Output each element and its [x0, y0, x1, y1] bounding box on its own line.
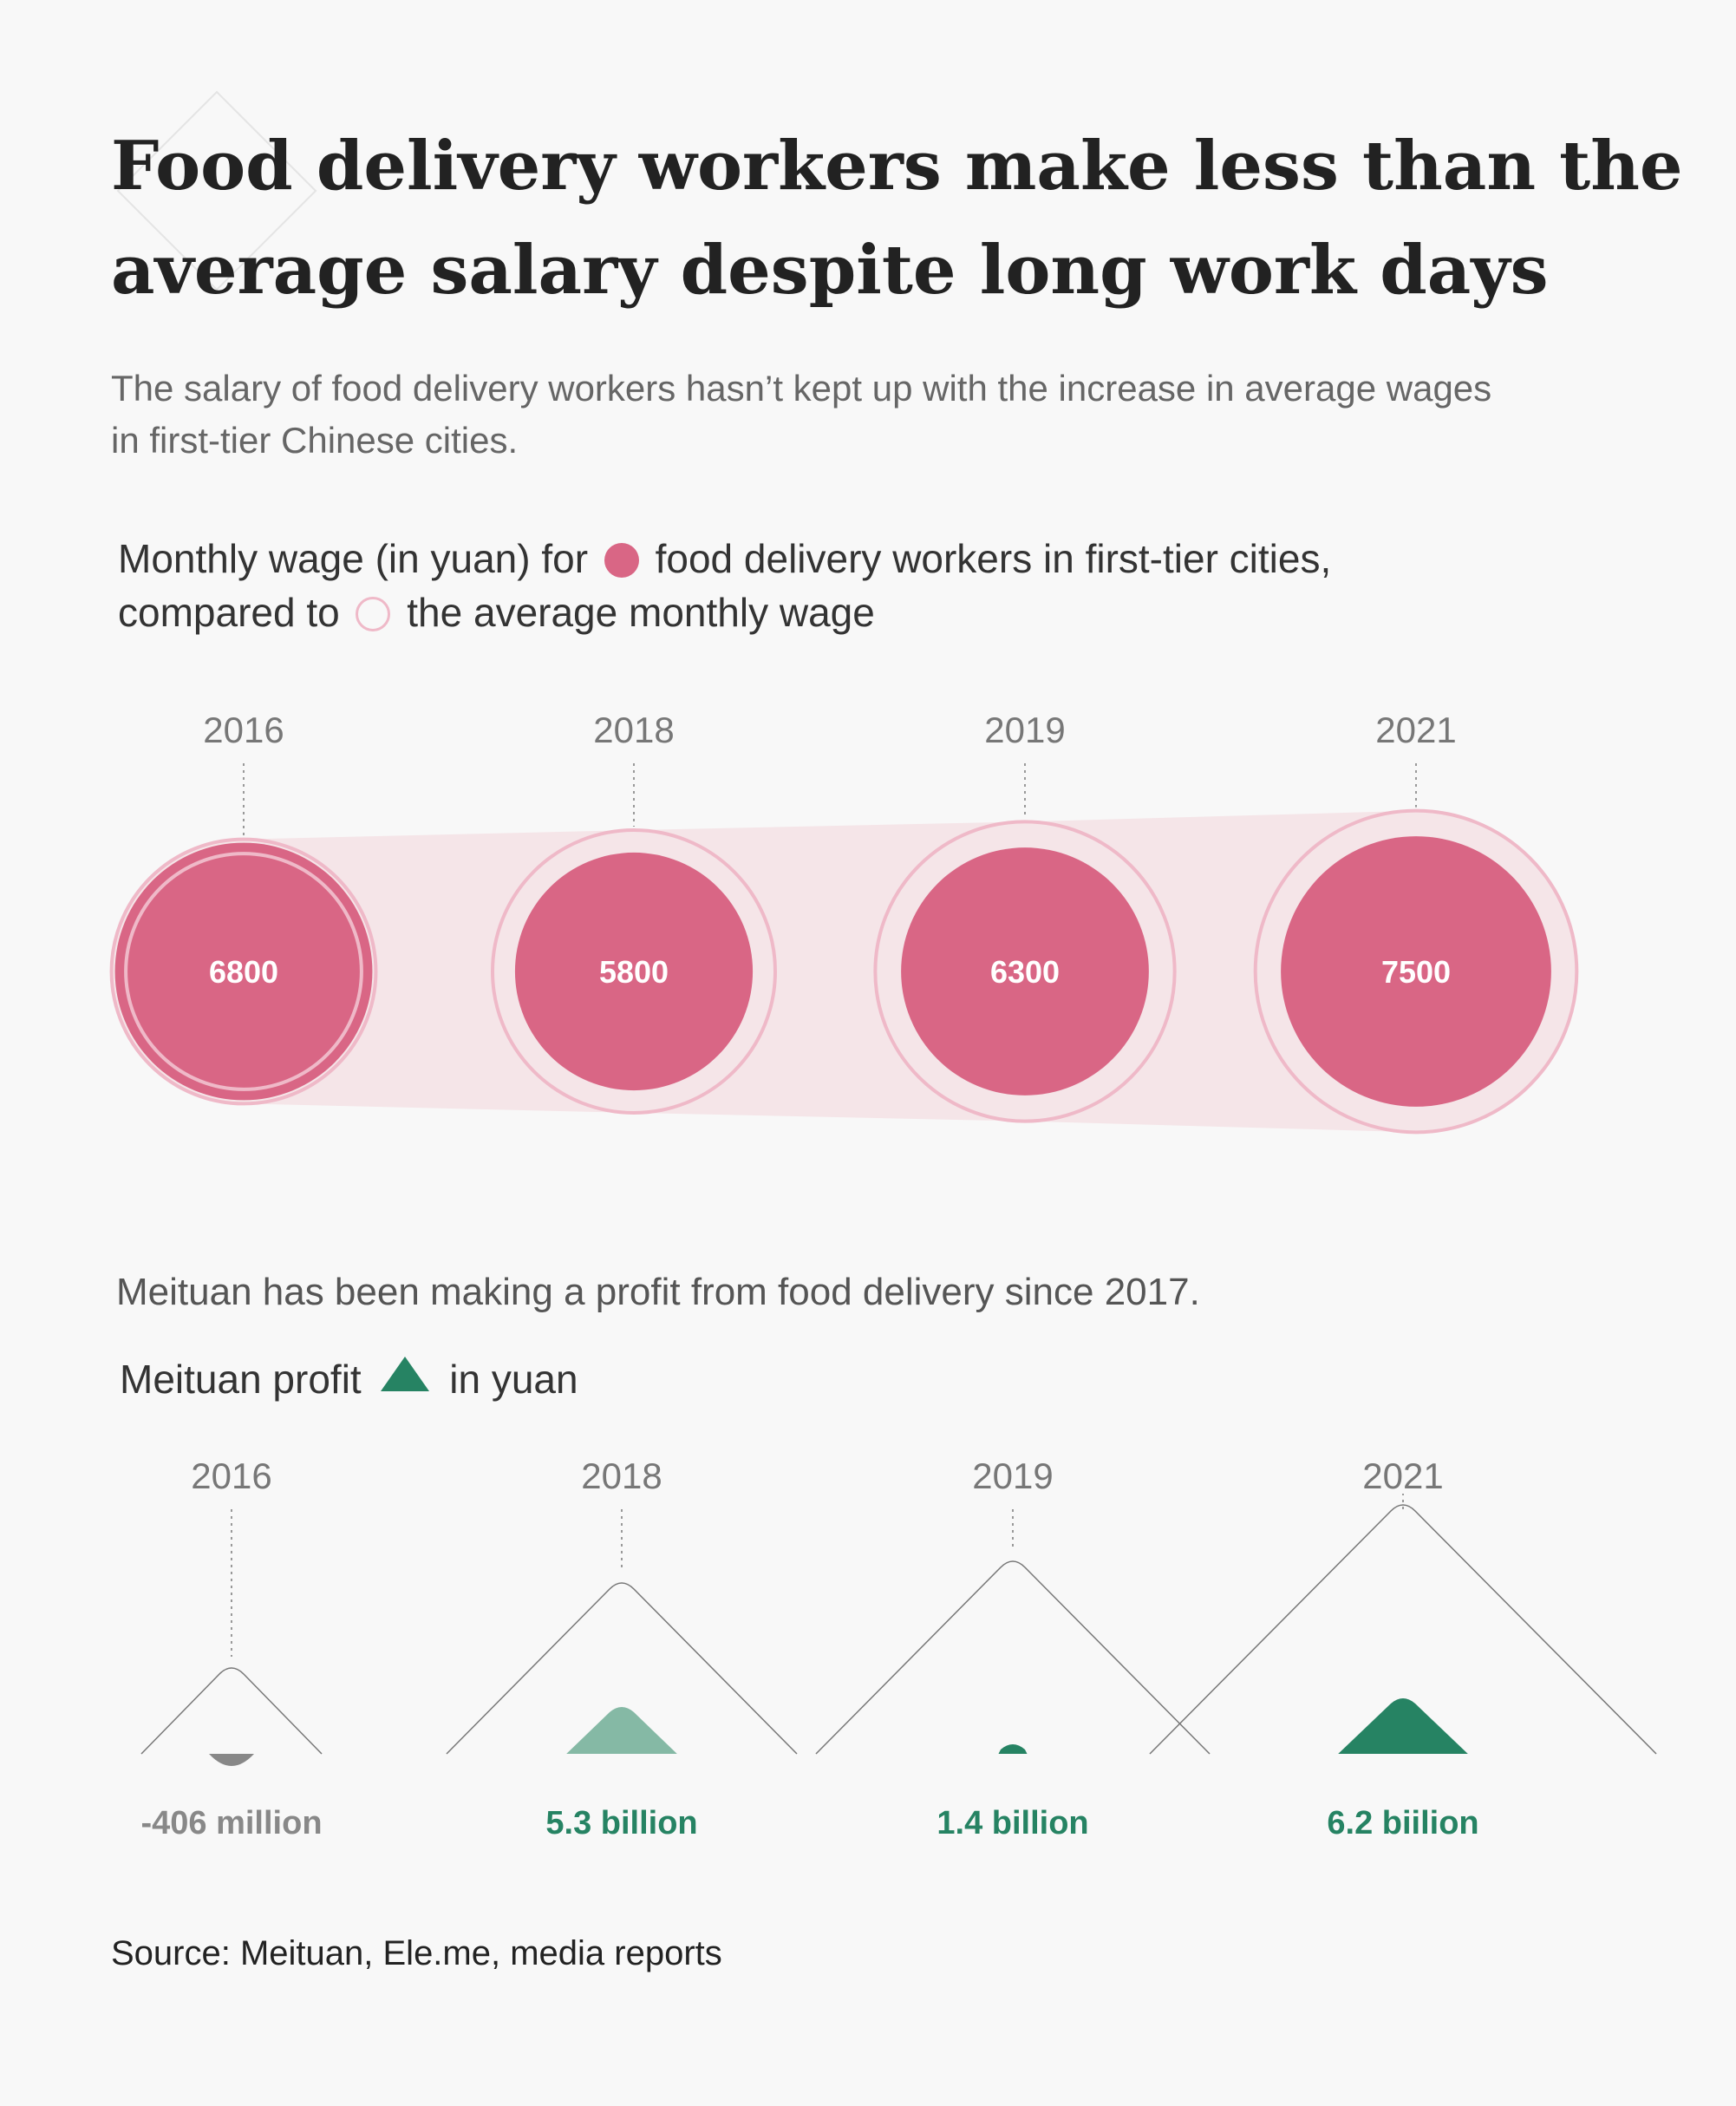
chart-subtitle: The salary of food delivery workers hasn…	[111, 368, 1492, 461]
year-label-2016: 2016	[203, 710, 284, 750]
wage-legend-line2: compared to the average monthly wage	[118, 586, 875, 638]
profit-value-label-2018: 5.3 billion	[545, 1805, 697, 1841]
chart-title: Food delivery workers make less than the…	[111, 127, 1683, 310]
profit-chart: 2016 -406 million 2018 5.3 billion 2019 1.4 b…	[140, 1455, 1657, 1841]
profit-legend-text-2: in yuan	[449, 1357, 578, 1402]
profit-year-label-2016: 2016	[191, 1455, 271, 1496]
profit-value-label-2019: 1.4 billion	[937, 1805, 1088, 1841]
legend-text-1: Monthly wage (in yuan) for	[118, 536, 589, 581]
profit-context-triangle-2019	[815, 1560, 1211, 1755]
comparison-band	[244, 810, 1416, 1133]
profit-value-label-2016: -406 million	[140, 1805, 322, 1841]
source-note: Source: Meituan, Ele.me, media reports	[111, 1934, 722, 1972]
wage-legend: Monthly wage (in yuan) for food delivery…	[118, 533, 1331, 585]
profit-mark-2018	[566, 1707, 677, 1754]
profit-mark-2021	[1338, 1698, 1468, 1754]
delivery-wage-circle-2018	[514, 852, 754, 1091]
profit-year-label-2019: 2019	[972, 1455, 1053, 1496]
profit-context-triangle-2018	[446, 1582, 798, 1755]
profit-legend-text-1: Meituan profit	[120, 1357, 362, 1402]
delivery-wage-circle-2019	[901, 847, 1149, 1096]
year-label-2021: 2021	[1375, 710, 1456, 750]
legend-text-3: compared to	[118, 590, 340, 635]
wage-value-label-2021: 7500	[1381, 954, 1451, 990]
profit-context-triangle-2021	[1149, 1504, 1657, 1755]
year-label-2018: 2018	[593, 710, 674, 750]
profit-legend: Meituan profit in yuan	[120, 1353, 578, 1405]
background-diamond-decoration	[116, 90, 317, 291]
delivery-wage-circle-2016	[114, 842, 373, 1101]
profit-intro-text: Meituan has been making a profit from fo…	[116, 1271, 1200, 1313]
average-wage-circle-inner-2016	[124, 852, 363, 1091]
profit-mark-2016	[209, 1754, 254, 1766]
year-label-2019: 2019	[984, 710, 1065, 750]
triangle-icon	[381, 1357, 430, 1391]
filled-circle-icon	[604, 543, 639, 578]
profit-value-label-2021: 6.2 biilion	[1327, 1805, 1478, 1841]
profit-context-triangle-2016	[140, 1667, 323, 1755]
legend-text-2: food delivery workers in first-tier citi…	[655, 536, 1332, 581]
profit-mark-2019	[998, 1744, 1028, 1754]
wage-bubble-chart: 2016 6800 2018 5800 2019 6300 2021 7500	[109, 710, 1579, 1135]
wage-value-label-2018: 5800	[599, 954, 669, 990]
outline-circle-icon	[356, 597, 391, 631]
profit-year-label-2021: 2021	[1362, 1455, 1443, 1496]
wage-value-label-2016: 6800	[209, 954, 278, 990]
delivery-wage-circle-2021	[1281, 836, 1551, 1107]
legend-text-4: the average monthly wage	[407, 590, 875, 635]
wage-value-label-2019: 6300	[990, 954, 1060, 990]
profit-year-label-2018: 2018	[581, 1455, 662, 1496]
